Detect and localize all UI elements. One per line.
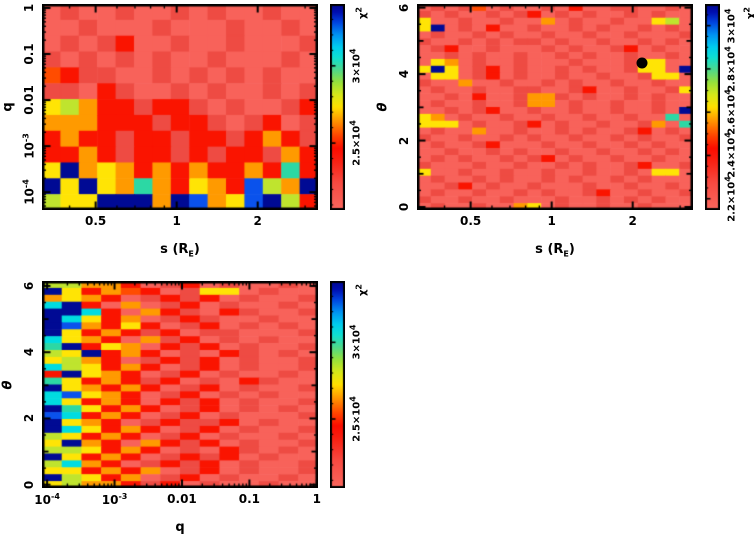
x-tick-label: 0.5 (85, 214, 107, 228)
y-tick-label: 4 (22, 348, 36, 357)
x-tick-label: 0.01 (167, 492, 197, 506)
x-tick-label: 2 (628, 214, 637, 228)
heatmap-canvas-s-vs-q (42, 4, 318, 210)
colorbar-tick-label: 3×104 (348, 324, 363, 360)
x-tick-label: 0.5 (460, 214, 482, 228)
x-axis-title: q (175, 520, 185, 535)
colorbar-canvas-s-vs-theta (705, 4, 720, 210)
colorbar-title-chi2: χ2 (354, 283, 369, 297)
colorbar-canvas-s-vs-q (330, 4, 345, 210)
x-axis-title: s (RE) (535, 242, 575, 259)
x-tick-label: 0.1 (238, 492, 261, 506)
x-tick-label: 1 (172, 214, 181, 228)
colorbar-canvas-q-vs-theta (330, 281, 345, 488)
x-tick-label: 1 (547, 214, 556, 228)
y-tick-label: 6 (22, 281, 36, 291)
heatmap-canvas-s-vs-theta (417, 4, 693, 210)
best-fit-marker (636, 57, 648, 69)
y-tick-label: 0 (22, 480, 36, 489)
x-tick-label: 10-4 (34, 492, 60, 507)
x-axis-title: s (RE) (160, 242, 200, 259)
colorbar-tick-label: 2.5×104 (348, 396, 363, 442)
heatmap-canvas-q-vs-theta (42, 281, 318, 488)
x-tick-label: 2 (253, 214, 262, 228)
x-tick-label: 10-3 (101, 492, 128, 507)
x-tick-label: 1 (312, 492, 322, 506)
y-axis-title: θ (0, 380, 16, 389)
y-tick-label: 2 (22, 414, 36, 423)
